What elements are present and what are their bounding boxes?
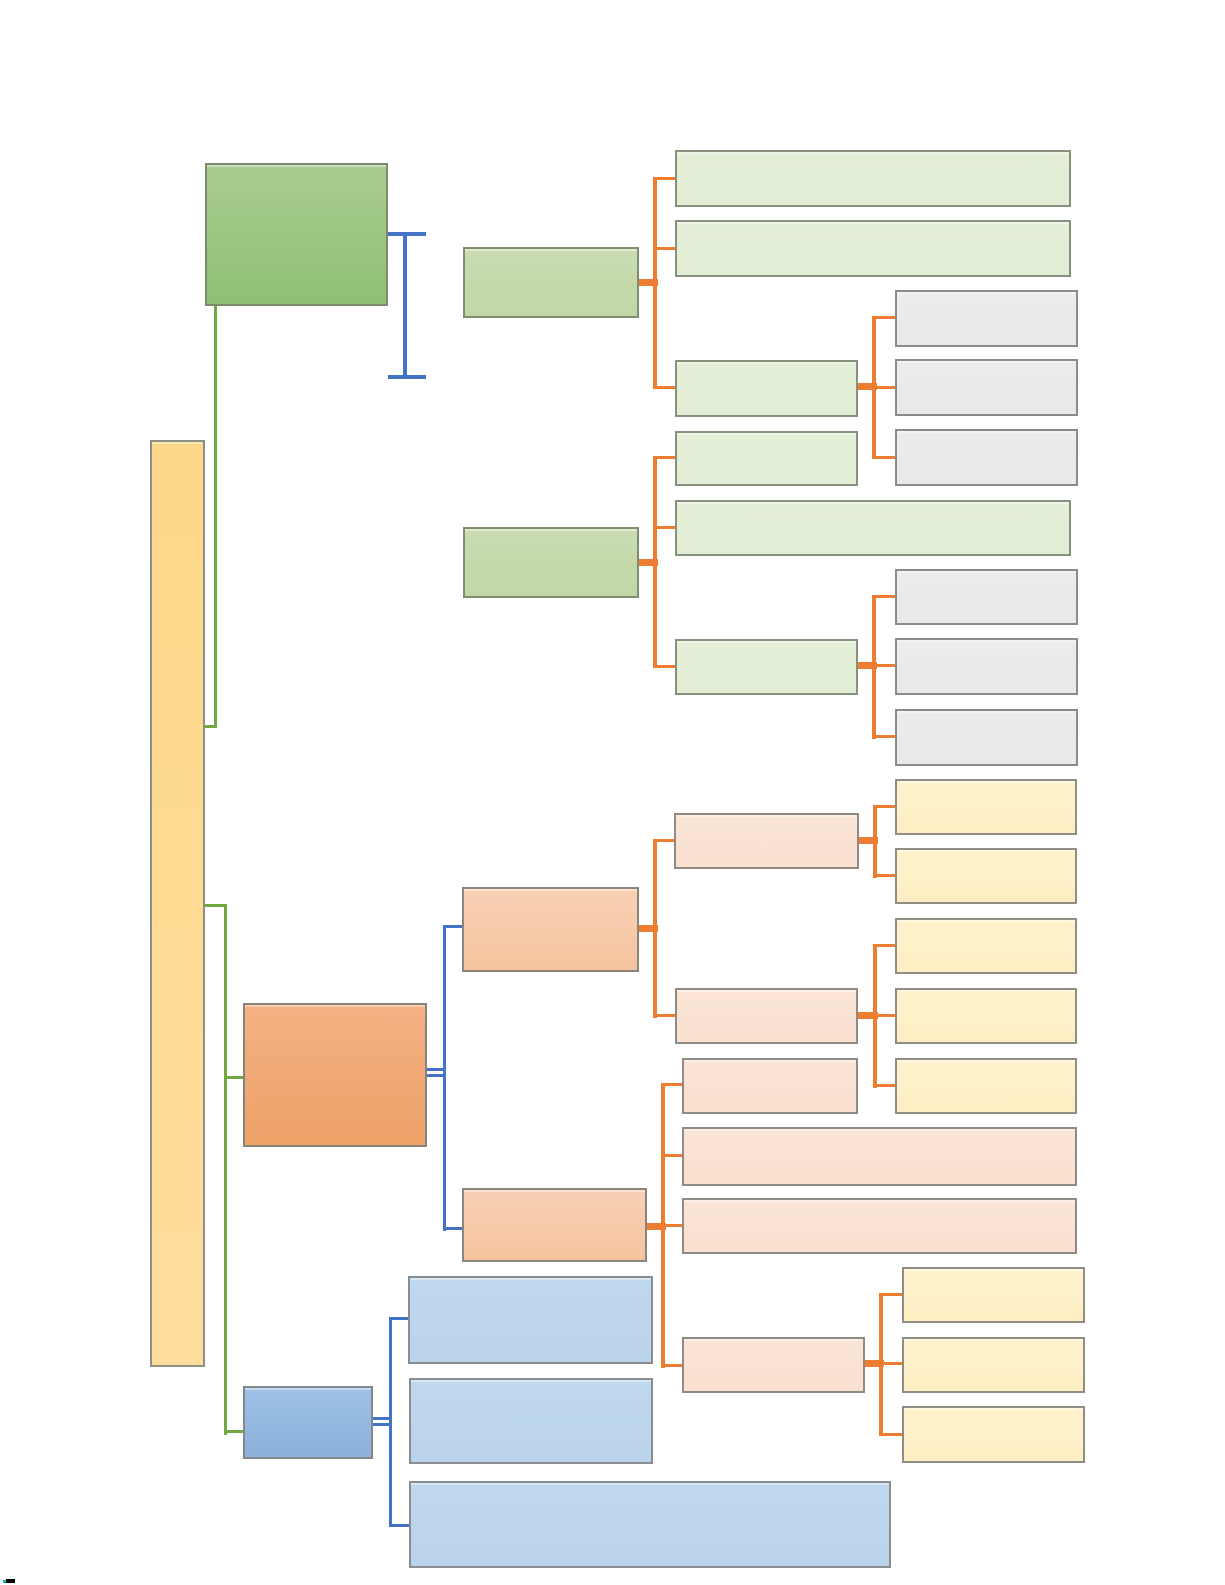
orange-connector-green-subnode-1-segment-5 [872, 456, 895, 459]
green-connector-root-to-orange-and-blue-segment-1 [205, 904, 227, 907]
green-node-1[interactable] [463, 247, 639, 318]
gray-leaf-2[interactable] [895, 359, 1078, 416]
blue-leaf-1[interactable] [408, 1276, 653, 1364]
green-leaf-wide-2[interactable] [675, 220, 1071, 277]
gold-leaf-3[interactable] [895, 918, 1077, 974]
blue-branch-root[interactable] [243, 1386, 373, 1459]
root-bar-gold[interactable] [150, 440, 205, 1367]
orange-connector-pink-subnode-1-segment-4 [873, 874, 895, 877]
peach-node-2[interactable] [462, 1188, 647, 1262]
orange-connector-pink-subnode-3-segment-5 [879, 1433, 902, 1436]
orange-connector-green-subnode-1-segment-3 [872, 316, 895, 319]
orange-connector-green-subnode-2-segment-3 [872, 595, 895, 598]
orange-connector-peach-node-2-segment-1 [647, 1223, 666, 1230]
green-connector-root-to-orange-and-blue-segment-3 [224, 1076, 243, 1079]
orange-connector-green-node-2-segment-3 [653, 456, 675, 459]
orange-connector-peach-node-2-segment-4 [661, 1154, 682, 1157]
blue-connector-blueroot-to-leaves-segment-3 [389, 1317, 392, 1527]
orange-connector-green-node-2-segment-1 [639, 559, 658, 566]
orange-connector-green-subnode-2-segment-2 [872, 595, 876, 739]
pink-subnode-2[interactable] [675, 988, 858, 1044]
orange-connector-pink-subnode-3-segment-1 [865, 1360, 884, 1367]
green-node-2[interactable] [463, 527, 639, 598]
blue-connector-blueroot-to-leaves-segment-2 [373, 1423, 392, 1426]
gold-leaf-2[interactable] [895, 848, 1077, 904]
orange-connector-pink-subnode-2-segment-4 [873, 1014, 895, 1017]
orange-connector-pink-subnode-2-segment-3 [873, 944, 895, 947]
green-subnode-2[interactable] [675, 639, 858, 695]
orange-connector-peach-node-1-segment-1 [639, 925, 658, 932]
green-connector-root-to-orange-and-blue-segment-2 [224, 904, 227, 1435]
orange-connector-green-node-1-segment-3 [653, 177, 675, 180]
orange-connector-green-node-1-segment-1 [639, 279, 658, 286]
pink-leaf-1[interactable] [682, 1058, 858, 1114]
orange-connector-green-node-1-segment-4 [653, 247, 675, 250]
orange-connector-green-node-2-segment-2 [653, 456, 657, 668]
blue-connector-orange-to-peach-segment-4 [443, 925, 462, 928]
orange-connector-pink-subnode-1-segment-1 [859, 837, 878, 844]
corner-mark-black [6, 1579, 15, 1583]
orange-connector-green-subnode-1-segment-4 [872, 386, 895, 389]
peach-node-1[interactable] [462, 887, 639, 972]
orange-connector-pink-subnode-2-segment-5 [873, 1084, 895, 1087]
blue-connector-orange-to-peach-segment-5 [443, 1227, 462, 1230]
green-connector-root-to-orange-and-blue-segment-4 [224, 1430, 243, 1433]
blue-ibeam-connector-segment-3 [388, 375, 426, 379]
gray-leaf-4[interactable] [895, 569, 1078, 625]
orange-connector-pink-subnode-3-segment-4 [879, 1362, 902, 1365]
gold-leaf-4[interactable] [895, 988, 1077, 1044]
orange-connector-green-subnode-2-segment-5 [872, 735, 895, 738]
gold-leaf-5[interactable] [895, 1058, 1077, 1114]
orange-connector-peach-node-1-segment-3 [653, 839, 674, 842]
orange-connector-green-node-1-segment-5 [653, 386, 675, 389]
blue-ibeam-connector-segment-2 [403, 232, 407, 379]
green-leaf-small-1[interactable] [675, 431, 858, 486]
orange-connector-peach-node-1-segment-2 [653, 839, 657, 1018]
gold-leaf-8[interactable] [902, 1406, 1085, 1463]
gray-leaf-5[interactable] [895, 638, 1078, 695]
pink-subnode-1[interactable] [674, 813, 859, 869]
orange-connector-peach-node-2-segment-6 [661, 1364, 682, 1367]
gray-leaf-3[interactable] [895, 429, 1078, 486]
orange-connector-pink-subnode-3-segment-3 [879, 1293, 902, 1296]
orange-branch-root[interactable] [243, 1003, 427, 1147]
pink-leaf-wide-2[interactable] [682, 1198, 1077, 1254]
orange-connector-peach-node-1-segment-4 [653, 1014, 675, 1017]
blue-ibeam-connector-segment-1 [388, 232, 426, 236]
blue-leaf-wide[interactable] [409, 1481, 891, 1568]
orange-connector-peach-node-2-segment-5 [661, 1224, 682, 1227]
green-leaf-wide-1[interactable] [675, 150, 1071, 207]
orange-connector-green-node-2-segment-5 [653, 665, 675, 668]
corner-mark-cyan [3, 1580, 6, 1583]
orange-connector-green-subnode-1-segment-1 [858, 383, 877, 390]
green-subnode-1[interactable] [675, 360, 858, 417]
blue-connector-orange-to-peach-segment-1 [427, 1068, 446, 1071]
gray-leaf-6[interactable] [895, 709, 1078, 766]
green-connector-root-to-green-branch-segment-2 [204, 725, 217, 728]
gold-leaf-1[interactable] [895, 779, 1077, 835]
orange-connector-peach-node-2-segment-3 [661, 1083, 682, 1086]
gray-leaf-1[interactable] [895, 290, 1078, 347]
gold-leaf-6[interactable] [902, 1267, 1085, 1323]
green-connector-root-to-green-branch-segment-1 [214, 305, 217, 728]
orange-connector-green-subnode-2-segment-4 [872, 664, 895, 667]
orange-connector-green-subnode-2-segment-1 [858, 662, 877, 669]
pink-subnode-3[interactable] [682, 1337, 865, 1393]
blue-connector-orange-to-peach-segment-3 [443, 925, 446, 1231]
gold-leaf-7[interactable] [902, 1337, 1085, 1393]
orange-connector-green-node-1-segment-2 [653, 177, 657, 389]
pink-leaf-wide-1[interactable] [682, 1127, 1077, 1186]
orange-connector-pink-subnode-1-segment-2 [873, 805, 877, 878]
green-leaf-wide-3[interactable] [675, 500, 1071, 556]
green-branch-root[interactable] [205, 163, 388, 306]
orange-connector-pink-subnode-2-segment-1 [858, 1012, 878, 1019]
blue-leaf-2[interactable] [409, 1378, 653, 1464]
blue-connector-blueroot-to-leaves-segment-1 [373, 1417, 392, 1420]
orange-connector-green-node-2-segment-4 [653, 526, 675, 529]
blue-connector-blueroot-to-leaves-segment-4 [389, 1317, 408, 1320]
orange-connector-pink-subnode-1-segment-3 [873, 805, 895, 808]
blue-connector-orange-to-peach-segment-2 [427, 1074, 446, 1077]
blue-connector-blueroot-to-leaves-segment-5 [389, 1524, 409, 1527]
